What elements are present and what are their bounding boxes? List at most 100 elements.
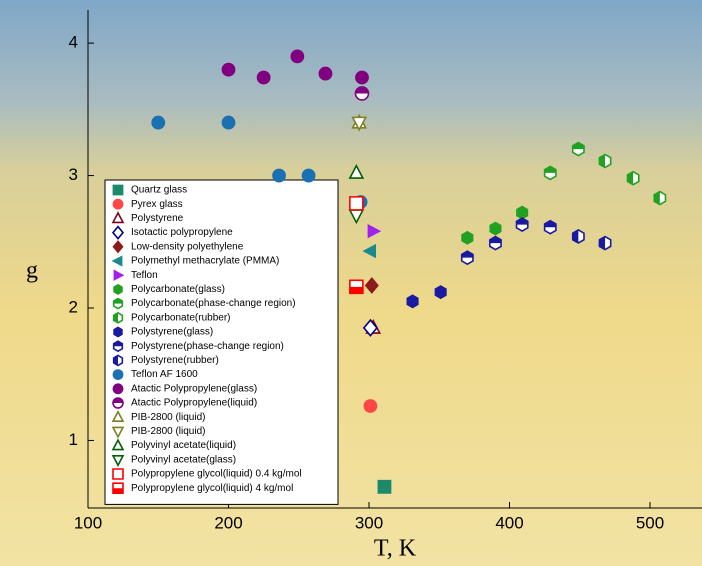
marker-shape [113, 370, 123, 380]
legend-label: Polymethyl methacrylate (PMMA) [131, 256, 279, 267]
marker-shape [435, 286, 446, 299]
legend-label: Polypropylene glycol(liquid) 0.4 kg/mol [131, 469, 302, 480]
legend-marker [113, 185, 123, 195]
marker-shape [462, 231, 473, 244]
x-tick-label: 100 [74, 513, 102, 532]
marker-shape [114, 284, 123, 294]
marker-shape [113, 469, 123, 479]
legend-label: PIB-2800 (liquid) [131, 426, 205, 437]
legend-label: Pyrex glass [131, 199, 183, 210]
data-point [222, 116, 235, 129]
marker-shape [113, 384, 123, 394]
legend-label: Polyvinyl acetate(glass) [131, 454, 236, 465]
legend-label: PIB-2800 (liquid) [131, 412, 205, 423]
data-point [364, 400, 377, 413]
legend-label: Low-density polyethylene [131, 241, 244, 252]
data-point [462, 231, 473, 244]
marker-shape [350, 197, 363, 210]
x-tick-label: 400 [495, 513, 523, 532]
data-point [222, 63, 235, 76]
legend-marker [113, 398, 123, 408]
legend-label: Polystyrene [131, 213, 184, 224]
x-tick-label: 500 [636, 513, 664, 532]
legend-label: Polycarbonate(rubber) [131, 312, 231, 323]
legend-label: Atactic Polypropylene(glass) [131, 383, 257, 394]
marker-shape [273, 169, 286, 182]
marker-shape [291, 50, 304, 63]
x-axis-label: T, K [374, 536, 417, 562]
marker-shape [490, 222, 501, 235]
data-point [319, 67, 332, 80]
data-point [490, 222, 501, 235]
data-point [257, 71, 270, 84]
data-point [599, 154, 610, 167]
data-point [628, 172, 639, 185]
marker-shape [222, 63, 235, 76]
marker-shape [302, 169, 315, 182]
marker-shape [113, 185, 123, 195]
y-axis-label: g [26, 258, 38, 284]
data-point [599, 237, 610, 250]
marker-shape [113, 199, 123, 209]
data-point [545, 166, 556, 179]
x-tick-label: 300 [355, 513, 383, 532]
y-tick-label: 4 [69, 33, 78, 52]
data-point [517, 218, 528, 231]
legend-label: Atactic Polypropylene(liquid) [131, 398, 257, 409]
legend-marker [114, 327, 123, 337]
y-tick-label: 1 [69, 430, 78, 449]
legend-marker [114, 284, 123, 294]
legend-label: Teflon [131, 270, 158, 281]
legend-label: Teflon AF 1600 [131, 369, 198, 380]
marker-shape [114, 327, 123, 337]
legend-marker [114, 313, 123, 323]
data-point [152, 116, 165, 129]
y-tick-label: 3 [69, 165, 78, 184]
y-tick-label: 2 [69, 297, 78, 316]
marker-shape [319, 67, 332, 80]
data-point [378, 480, 391, 493]
page: {"chart_data": {"type": "scatter", "xlab… [0, 0, 702, 566]
data-point [407, 295, 418, 308]
legend-marker [113, 384, 123, 394]
data-point [273, 169, 286, 182]
legend-marker [114, 355, 123, 365]
marker-shape [152, 116, 165, 129]
marker-shape [378, 480, 391, 493]
legend-label: Quartz glass [131, 185, 187, 196]
data-point [302, 169, 315, 182]
marker-shape [407, 295, 418, 308]
data-point [490, 237, 501, 250]
legend-label: Polycarbonate(phase-change region) [131, 298, 296, 309]
data-point [355, 87, 368, 100]
legend-marker [113, 370, 123, 380]
data-point [435, 286, 446, 299]
legend-label: Polystyrene(rubber) [131, 355, 219, 366]
legend-label: Polystyrene(glass) [131, 327, 213, 338]
x-tick-label: 200 [214, 513, 242, 532]
legend-marker [113, 199, 123, 209]
data-point [350, 197, 363, 210]
marker-shape [355, 71, 368, 84]
legend-label: Polycarbonate(glass) [131, 284, 225, 295]
data-point [573, 230, 584, 243]
chart: T, K g 100 200 300 400 500 1 2 3 4 Quartz glass Py… [0, 0, 702, 566]
legend-label: Isotactic polypropylene [131, 227, 233, 238]
data-point [355, 71, 368, 84]
data-point [545, 221, 556, 234]
legend-label: Polystyrene(phase-change region) [131, 341, 284, 352]
data-point [291, 50, 304, 63]
marker-shape [257, 71, 270, 84]
data-point [350, 280, 363, 293]
data-point [654, 192, 665, 205]
legend-label: Polypropylene glycol(liquid) 4 kg/mol [131, 483, 293, 494]
legend-marker [114, 341, 123, 351]
marker-shape [364, 400, 377, 413]
data-point [573, 143, 584, 156]
marker-shape [222, 116, 235, 129]
legend-marker [114, 299, 123, 309]
legend-marker [113, 483, 123, 493]
legend-label: Polyvinyl acetate(liquid) [131, 440, 236, 451]
data-point [462, 251, 473, 264]
legend-marker [113, 469, 123, 479]
